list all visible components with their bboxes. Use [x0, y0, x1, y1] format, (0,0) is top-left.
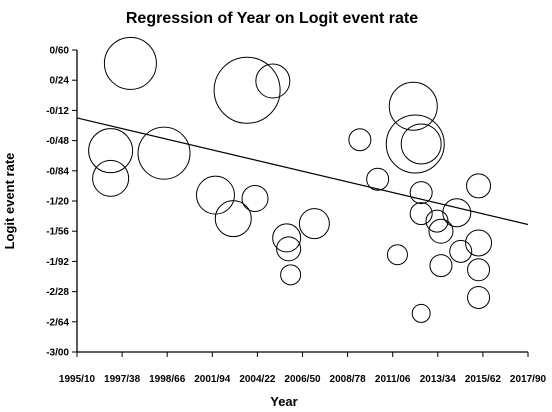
data-point-bubble	[442, 198, 472, 228]
x-tick-label: 1997/38	[104, 374, 141, 385]
data-point-bubble	[409, 181, 433, 205]
data-point-bubble	[276, 236, 302, 262]
data-point-bubble	[366, 167, 390, 191]
data-point-bubble	[137, 126, 191, 180]
data-point-bubble	[467, 258, 491, 282]
data-point-bubble	[280, 264, 302, 286]
regression-line	[76, 117, 529, 226]
y-tick-label: -1/20	[46, 197, 69, 208]
data-point-bubble	[298, 208, 330, 240]
y-tick-label: 0/60	[50, 46, 70, 57]
y-tick-label: -0/48	[46, 136, 69, 147]
x-tick-label: 1998/66	[149, 374, 186, 385]
data-point-bubble	[385, 114, 445, 174]
y-tick-label: -2/64	[46, 317, 69, 328]
data-point-bubble	[255, 63, 291, 99]
data-point-bubble	[241, 184, 269, 212]
data-point-bubble	[388, 81, 438, 131]
data-point-bubble	[409, 202, 433, 226]
y-tick-label: 0/24	[50, 76, 70, 87]
data-point-bubble	[214, 200, 252, 238]
x-tick-label: 2015/62	[465, 374, 502, 385]
x-axis-label: Year	[270, 394, 297, 409]
data-point-bubble	[428, 218, 454, 244]
x-axis-ticks: 1995/10 1997/38 1998/66 2001/94 2004/22 2006/…	[59, 352, 547, 385]
data-point-bubble	[88, 128, 134, 174]
data-point-bubble	[465, 229, 493, 257]
y-axis-label: Logit event rate	[2, 153, 17, 250]
x-tick-label: 2006/50	[284, 374, 321, 385]
data-point-bubble	[103, 36, 157, 90]
data-point-bubble	[386, 244, 408, 266]
data-point-bubble	[272, 223, 302, 253]
data-point-bubble	[449, 239, 473, 263]
data-point-bubble	[92, 159, 130, 197]
data-point-bubble	[195, 175, 235, 215]
data-point-bubble	[466, 173, 492, 199]
data-point-bubble	[213, 56, 281, 124]
y-tick-label: -1/56	[46, 227, 69, 238]
x-tick-label: 2004/22	[239, 374, 276, 385]
plot-area	[76, 36, 529, 323]
data-point-bubble	[400, 123, 442, 165]
data-point-bubble	[411, 303, 431, 323]
x-tick-label: 2013/34	[420, 374, 457, 385]
y-tick-label: -1/92	[46, 257, 69, 268]
y-tick-label: -0/84	[46, 166, 69, 177]
y-tick-label: -0/12	[46, 106, 69, 117]
y-axis-ticks: 0/60 0/24 -0/12 -0/48 -0/84 -1/20 -1/56 -1/92 -2…	[46, 46, 77, 359]
x-tick-label: 2001/94	[194, 374, 231, 385]
x-tick-label: 2008/78	[330, 374, 367, 385]
x-tick-label: 2017/90	[510, 374, 547, 385]
chart-title: Regression of Year on Logit event rate	[126, 10, 418, 27]
data-point-bubble	[348, 128, 372, 152]
data-point-bubble	[467, 285, 491, 309]
data-point-bubble	[429, 254, 453, 278]
x-tick-label: 1995/10	[59, 374, 96, 385]
y-tick-label: -2/28	[46, 287, 69, 298]
x-tick-label: 2011/06	[375, 374, 411, 385]
y-tick-label: -3/00	[46, 348, 69, 359]
